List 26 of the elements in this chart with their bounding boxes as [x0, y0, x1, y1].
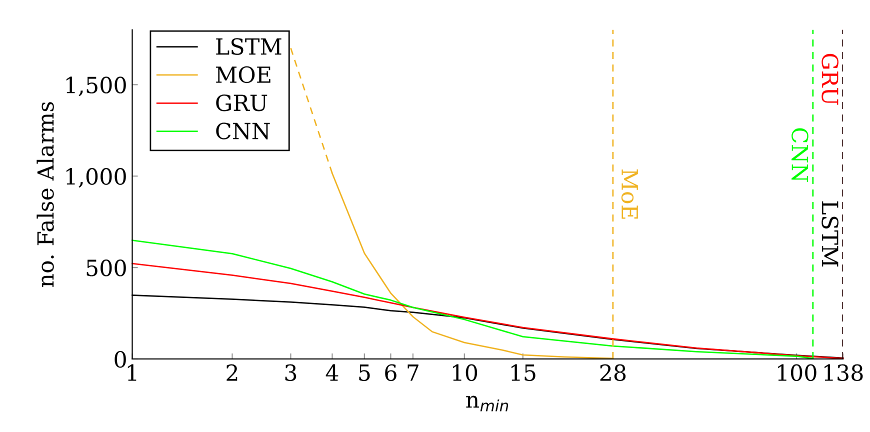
- ref-line-label: GRU: [822, 54, 838, 105]
- y-tick-label: 1,500: [66, 76, 126, 96]
- x-tick-label: 28: [600, 364, 626, 382]
- x-tick-label: 15: [511, 364, 536, 382]
- x-tick-label: 7: [408, 364, 418, 381]
- y-tick-label: 0: [114, 350, 126, 368]
- x-tick-label: 100: [778, 364, 816, 382]
- y-tick-label: 500: [86, 260, 126, 276]
- legend-label: LSTM: [216, 38, 282, 55]
- x-tick-label: 10: [452, 364, 478, 382]
- x-tick-label: 1: [128, 364, 136, 381]
- x-axis-title: n$_{min}$: [466, 396, 508, 412]
- y-tick-label: 1,000: [66, 168, 126, 188]
- x-tick-label: 2: [226, 364, 238, 381]
- x-tick-label: 6: [385, 364, 396, 382]
- legend-label: MOE: [216, 66, 270, 84]
- ref-line-label: LSTM: [822, 201, 838, 267]
- ref-line-label: MoE: [621, 169, 638, 219]
- x-tick-label: 3: [285, 364, 296, 382]
- x-tick-label: 4: [326, 364, 338, 381]
- legend-label: CNN: [216, 122, 270, 140]
- x-tick-label: 138: [824, 364, 863, 382]
- x-tick-label: 5: [359, 364, 370, 382]
- y-axis-title: no. False Alarms: [36, 102, 54, 288]
- ref-line-label: CNN: [792, 128, 808, 182]
- legend-label: GRU: [216, 94, 268, 112]
